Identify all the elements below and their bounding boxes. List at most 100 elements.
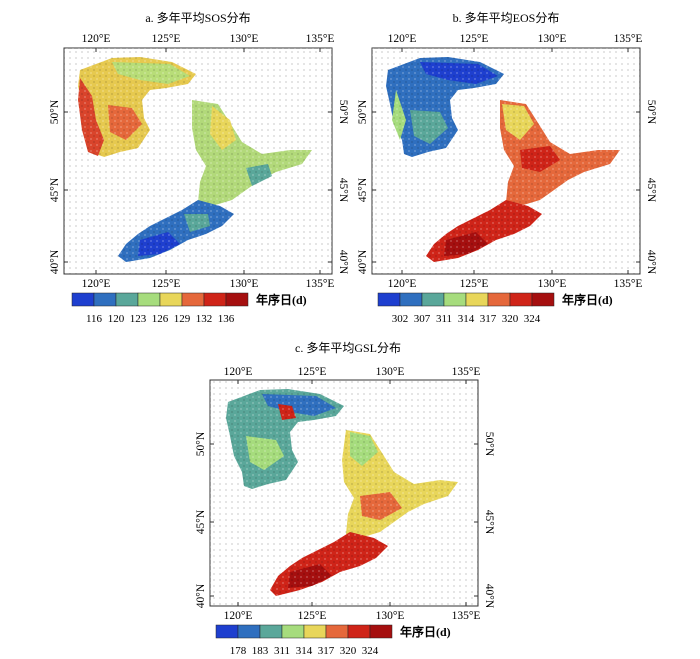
panel-b-map-region	[372, 48, 640, 274]
panel-c-colorbar-label-3: 311	[274, 645, 290, 657]
panel-c-pixel-texture	[210, 380, 478, 606]
panel-a-colorbar	[71, 292, 249, 307]
panel-b-lat-right-40: 40°N	[645, 250, 657, 275]
panel-b: b. 多年平均EOS分布 120°E 125°E 130°E 135°E	[357, 11, 657, 325]
panel-a-colorbar-bin-5	[159, 292, 183, 307]
panel-c-lon-top-130: 130°E	[376, 366, 405, 378]
panel-a-colorbar-bin-7	[203, 292, 227, 307]
panel-a-lon-bottom-130: 130°E	[230, 278, 259, 290]
panel-a-colorbar-bin-1	[71, 292, 95, 307]
panel-c-colorbar-bin-1	[215, 624, 239, 639]
panel-b-lon-bottom-130: 130°E	[538, 278, 567, 290]
panel-c-colorbar-label-6: 320	[340, 645, 357, 657]
panel-b-colorbar-bin-3	[421, 292, 445, 307]
panel-c-colorbar-label-7: 324	[362, 645, 379, 657]
panel-c-map-region	[210, 380, 478, 606]
panel-a-lat-left-40: 40°N	[49, 249, 61, 274]
panel-c-colorbar-bin-7	[347, 624, 371, 639]
panel-c-lat-right-40: 40°N	[483, 584, 495, 609]
panel-c-lat-left-50: 50°N	[195, 431, 207, 456]
panel-b-lon-top-135: 135°E	[614, 33, 643, 45]
panel-b-lat-left-40: 40°N	[357, 249, 369, 274]
panel-c-lat-left-45: 45°N	[195, 509, 207, 534]
panel-a-colorbar-bin-6	[181, 292, 205, 307]
panel-b-colorbar-bin-6	[487, 292, 511, 307]
panel-a-colorbar-label-3: 123	[130, 313, 147, 325]
panel-a-colorbar-bin-3	[115, 292, 139, 307]
panel-b-title: b. 多年平均EOS分布	[453, 11, 560, 25]
panel-c-colorbar-label-1: 178	[230, 645, 247, 657]
panel-c-colorbar-label-4: 314	[296, 645, 313, 657]
panel-a-lon-top-135: 135°E	[306, 33, 335, 45]
panel-b-lat-right-50: 50°N	[645, 100, 657, 125]
panel-b-lon-bottom-125: 125°E	[460, 278, 489, 290]
panel-c-lat-right-45: 45°N	[483, 510, 495, 535]
panel-a-ticks	[64, 48, 332, 274]
panel-a: a. 多年平均SOS分布 120°E 125°E 130°	[49, 11, 349, 325]
panel-b-colorbar-bin-7	[509, 292, 533, 307]
panel-b-lon-bottom-120: 120°E	[388, 278, 417, 290]
panel-a-lon-bottom-120: 120°E	[82, 278, 111, 290]
panel-b-lon-top-120: 120°E	[388, 33, 417, 45]
panel-c-colorbar-unit: 年序日(d)	[400, 624, 451, 639]
panel-b-colorbar-label-1: 302	[392, 313, 409, 325]
panel-b-lat-left-50: 50°N	[357, 99, 369, 124]
panel-c-ticks	[210, 380, 478, 606]
panel-c-colorbar-label-2: 183	[252, 645, 269, 657]
panel-a-lat-left-45: 45°N	[49, 177, 61, 202]
panel-c-lon-bottom-120: 120°E	[224, 610, 253, 622]
panel-c-lon-bottom-135: 135°E	[452, 610, 481, 622]
panel-a-colorbar-bin-4	[137, 292, 161, 307]
panel-c-lon-top-125: 125°E	[298, 366, 327, 378]
panel-b-colorbar-bin-5	[465, 292, 489, 307]
panel-c-colorbar-bin-8	[369, 624, 393, 639]
panel-b-colorbar-bin-8	[531, 292, 555, 307]
panel-c-lat-right-50: 50°N	[483, 432, 495, 457]
panel-a-lat-right-40: 40°N	[337, 250, 349, 275]
panel-b-ticks	[372, 48, 640, 274]
panel-a-colorbar-label-6: 132	[196, 313, 213, 325]
panel-c: c. 多年平均GSL分布 120°E 125°E 130°E 135°E	[195, 341, 495, 657]
panel-a-lat-right-45: 45°N	[337, 178, 349, 203]
panel-a-colorbar-bin-8	[225, 292, 249, 307]
panel-b-lon-bottom-135: 135°E	[614, 278, 643, 290]
panel-c-lon-top-135: 135°E	[452, 366, 481, 378]
panel-b-pixel-texture	[372, 48, 640, 274]
panel-a-map-region	[64, 48, 332, 274]
panel-b-colorbar-label-4: 314	[458, 313, 475, 325]
panel-c-lon-bottom-130: 130°E	[376, 610, 405, 622]
panel-b-colorbar-bin-2	[399, 292, 423, 307]
panel-a-colorbar-unit: 年序日(d)	[256, 292, 307, 307]
panel-b-colorbar-label-2: 307	[414, 313, 431, 325]
panel-c-colorbar-label-5: 317	[318, 645, 335, 657]
panel-c-lon-top-120: 120°E	[224, 366, 253, 378]
panel-b-colorbar-bin-1	[377, 292, 401, 307]
panel-c-title: c. 多年平均GSL分布	[295, 341, 401, 355]
panel-b-lon-top-125: 125°E	[460, 33, 489, 45]
panel-b-colorbar-label-7: 324	[524, 313, 541, 325]
panel-a-lon-top-130: 130°E	[230, 33, 259, 45]
panel-b-colorbar-label-6: 320	[502, 313, 519, 325]
panel-c-lon-bottom-125: 125°E	[298, 610, 327, 622]
panel-c-lat-left-40: 40°N	[195, 583, 207, 608]
panel-a-lat-right-50: 50°N	[337, 100, 349, 125]
panel-a-lon-top-125: 125°E	[152, 33, 181, 45]
panel-c-colorbar-bin-3	[259, 624, 283, 639]
panel-b-colorbar-bin-4	[443, 292, 467, 307]
panel-a-lon-bottom-135: 135°E	[306, 278, 335, 290]
panel-c-colorbar-bin-2	[237, 624, 261, 639]
panel-c-colorbar-bin-6	[325, 624, 349, 639]
panel-b-colorbar	[377, 292, 555, 307]
panel-b-lat-left-45: 45°N	[357, 177, 369, 202]
panel-a-colorbar-label-5: 129	[174, 313, 191, 325]
panel-c-colorbar-bin-4	[281, 624, 305, 639]
panel-b-colorbar-label-3: 311	[436, 313, 452, 325]
panel-a-pixel-texture	[64, 48, 332, 274]
panel-a-lat-left-50: 50°N	[49, 99, 61, 124]
panel-b-colorbar-unit: 年序日(d)	[562, 292, 613, 307]
panel-a-title: a. 多年平均SOS分布	[145, 11, 250, 25]
panel-a-colorbar-bin-2	[93, 292, 117, 307]
panel-a-lon-bottom-125: 125°E	[152, 278, 181, 290]
panel-a-colorbar-label-7: 136	[218, 313, 235, 325]
